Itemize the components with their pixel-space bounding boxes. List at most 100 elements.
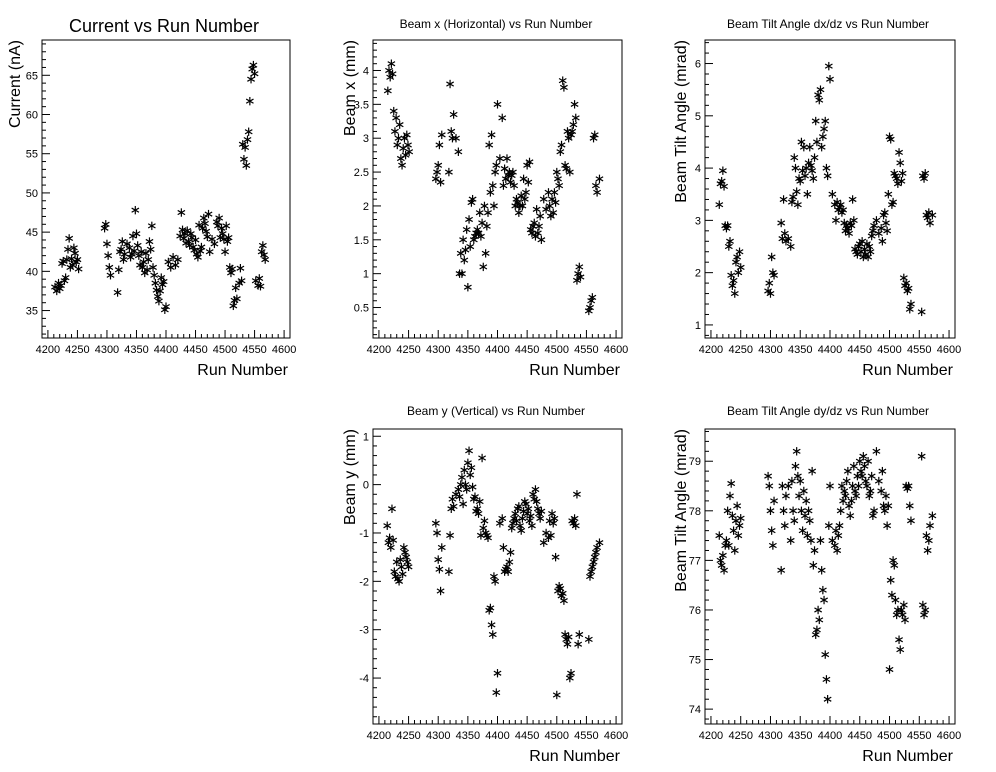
data-point bbox=[786, 536, 795, 545]
data-point bbox=[818, 585, 827, 595]
data-point bbox=[255, 274, 264, 283]
data-point bbox=[809, 561, 818, 570]
data-point bbox=[402, 552, 411, 562]
data-point bbox=[396, 154, 405, 163]
x-tick-label: 4200 bbox=[367, 344, 391, 356]
x-tick-label: 4550 bbox=[574, 730, 598, 742]
data-point bbox=[476, 232, 485, 241]
y-tick-label: -3 bbox=[359, 625, 369, 637]
data-point bbox=[448, 134, 457, 143]
plot-current: 4200 4250 4300 4350 4400 4450 4500 4550 46003540… bbox=[7, 16, 296, 379]
data-point bbox=[242, 161, 251, 170]
x-tick-label: 4450 bbox=[515, 344, 539, 356]
data-point bbox=[65, 234, 74, 243]
data-point bbox=[569, 120, 578, 129]
data-point bbox=[535, 222, 543, 231]
data-point bbox=[790, 516, 799, 525]
data-point bbox=[524, 178, 533, 187]
data-point bbox=[590, 552, 599, 562]
data-point bbox=[550, 188, 559, 197]
data-point bbox=[446, 531, 455, 540]
data-point bbox=[567, 669, 575, 678]
data-point bbox=[156, 286, 165, 296]
data-point bbox=[845, 229, 854, 238]
data-point bbox=[498, 514, 507, 523]
data-point bbox=[826, 481, 834, 491]
data-point bbox=[811, 116, 820, 126]
data-point bbox=[924, 536, 933, 545]
data-point bbox=[177, 208, 186, 217]
data-point bbox=[718, 551, 727, 560]
data-point bbox=[243, 135, 252, 144]
data-point bbox=[815, 95, 824, 105]
data-point bbox=[500, 164, 509, 173]
data-point bbox=[865, 491, 874, 501]
data-point bbox=[133, 241, 142, 250]
data-point bbox=[877, 224, 886, 233]
x-tick-label: 4600 bbox=[604, 344, 628, 356]
y-tick-label: 3 bbox=[363, 133, 369, 145]
data-point bbox=[595, 538, 604, 547]
data-point bbox=[137, 247, 146, 256]
y-tick-label: 4 bbox=[363, 65, 369, 77]
x-tick-label: 4400 bbox=[154, 344, 178, 356]
data-series bbox=[715, 447, 937, 704]
data-point bbox=[434, 161, 443, 170]
data-point bbox=[736, 514, 745, 523]
data-point bbox=[437, 543, 446, 552]
data-point bbox=[74, 264, 83, 274]
data-point bbox=[571, 521, 580, 530]
data-point bbox=[478, 218, 487, 228]
data-point bbox=[130, 246, 139, 256]
data-point bbox=[434, 555, 443, 564]
data-point bbox=[201, 219, 209, 228]
data-point bbox=[808, 166, 817, 175]
data-point bbox=[436, 178, 445, 187]
plot-frame bbox=[372, 39, 623, 339]
data-point bbox=[516, 521, 524, 530]
data-point bbox=[814, 605, 823, 615]
data-point bbox=[570, 100, 579, 109]
x-tick-label: 4300 bbox=[426, 344, 450, 356]
data-point bbox=[735, 521, 744, 530]
data-point bbox=[461, 480, 470, 489]
data-point bbox=[868, 511, 877, 520]
data-point bbox=[792, 187, 801, 196]
data-point bbox=[917, 452, 926, 461]
data-point bbox=[389, 106, 398, 116]
data-point bbox=[770, 496, 779, 506]
data-point bbox=[565, 673, 574, 683]
data-point bbox=[62, 255, 71, 264]
x-tick-label: 4500 bbox=[545, 730, 569, 742]
data-point bbox=[104, 251, 113, 260]
data-point bbox=[723, 221, 732, 230]
data-point bbox=[471, 492, 479, 501]
data-point bbox=[812, 137, 821, 147]
x-tick-label: 4250 bbox=[728, 344, 752, 356]
x-tick-label: 4400 bbox=[485, 730, 509, 742]
data-point bbox=[395, 120, 404, 129]
data-point bbox=[589, 557, 598, 567]
data-point bbox=[575, 262, 584, 272]
data-point bbox=[879, 501, 888, 511]
data-point bbox=[199, 213, 208, 223]
data-point bbox=[222, 221, 231, 231]
data-point bbox=[73, 255, 82, 264]
data-point bbox=[61, 273, 70, 282]
data-point bbox=[147, 221, 156, 231]
data-point bbox=[780, 229, 789, 238]
data-point bbox=[69, 243, 78, 253]
data-point bbox=[820, 124, 829, 134]
data-point bbox=[525, 157, 534, 167]
data-point bbox=[866, 247, 875, 256]
x-tick-label: 4200 bbox=[367, 730, 391, 742]
data-point bbox=[517, 526, 526, 535]
data-point bbox=[801, 171, 809, 181]
data-point bbox=[480, 201, 489, 211]
data-point bbox=[896, 645, 905, 654]
data-point bbox=[480, 516, 489, 526]
data-point bbox=[505, 557, 514, 567]
data-point bbox=[906, 299, 915, 309]
data-point bbox=[591, 548, 600, 557]
